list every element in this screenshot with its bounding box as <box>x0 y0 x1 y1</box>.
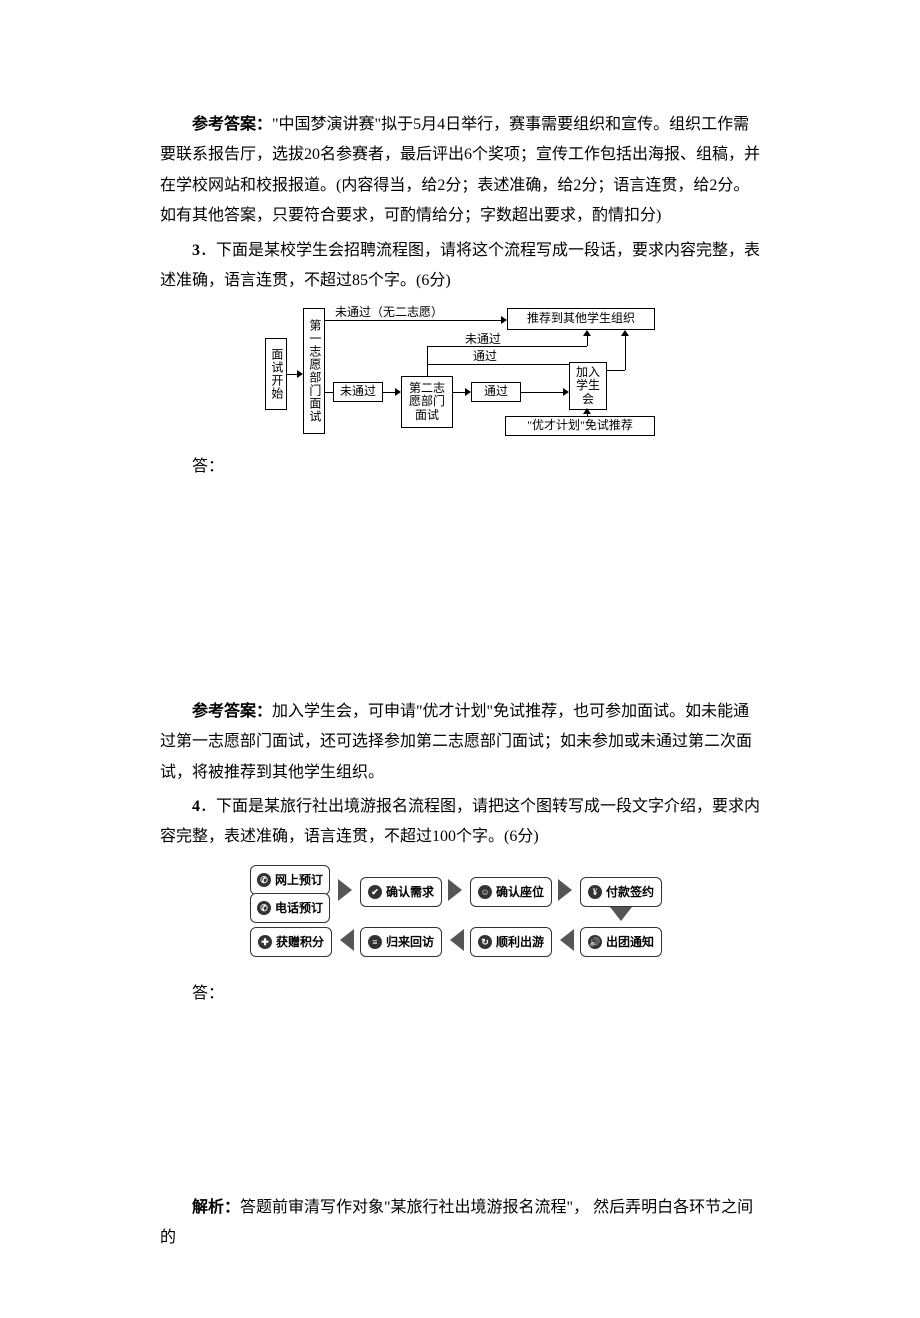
ref-answer-1: 参考答案："中国梦演讲赛"拟于5月4日举行，赛事需要组织和宣传。组织工作需要联系… <box>160 110 760 232</box>
fc1-pass2: 通过 <box>471 382 521 402</box>
fc2-s1b: 电话预订 <box>275 897 323 920</box>
ref-answer-2: 参考答案：加入学生会，可申请"优才计划"免试推荐，也可参加面试。如未能通过第一志… <box>160 697 760 788</box>
fc2-online-booking: ✆ 网上预订 <box>250 865 330 896</box>
fc2-s1a: 网上预订 <box>275 869 323 892</box>
fc2-s7: 归来回访 <box>386 931 434 954</box>
fc1-line <box>325 392 333 393</box>
fc2-s8: 获赠积分 <box>276 931 324 954</box>
explanation-text: 答题前审清写作对象"某旅行社出境游报名流程"， 然后弄明白各环节之间的 <box>160 1199 753 1246</box>
fc1-arrow <box>621 330 629 336</box>
fc1-not-pass: 未通过 <box>333 382 383 402</box>
fc1-recommend-other: 推荐到其他学生组织 <box>507 308 655 330</box>
answer-prompt-1: 答： <box>160 452 760 482</box>
question-3-text: ．下面是某校学生会招聘流程图，请将这个流程写成一段话，要求内容完整，表述准确，语… <box>160 242 760 289</box>
fc2-travel: ↻ 顺利出游 <box>470 927 552 958</box>
fc1-line <box>521 392 565 393</box>
list-icon: ≡ <box>368 935 382 949</box>
question-4-num: 4 <box>192 798 200 815</box>
question-4: 4．下面是某旅行社出境游报名流程图，请把这个图转写成一段文字介绍，要求内容完整，… <box>160 792 760 853</box>
plus-icon: ✚ <box>258 935 272 949</box>
answer-space-1 <box>160 487 760 697</box>
chevron-down-icon <box>610 907 632 921</box>
fc2-s6: 顺利出游 <box>496 931 544 954</box>
flowchart-2-wrap: ✆ 网上预订 ✆ 电话预订 ✔ 确认需求 ☺ 确认座位 ¥ 付款签约 🔊 出团通… <box>160 865 760 965</box>
fc1-line <box>427 346 587 347</box>
fc2-return-visit: ≡ 归来回访 <box>360 927 442 958</box>
chevron-left-icon <box>450 929 464 951</box>
fc2-pay-sign: ¥ 付款签约 <box>580 877 662 908</box>
explanation: 解析：答题前审清写作对象"某旅行社出境游报名流程"， 然后弄明白各环节之间的 <box>160 1193 760 1254</box>
fc2-s2: 确认需求 <box>386 881 434 904</box>
fc1-label-pass1: 通过 <box>473 350 497 364</box>
fc1-second-choice: 第二志愿部门面试 <box>401 376 453 428</box>
ref-answer-1-label: 参考答案： <box>192 116 272 133</box>
question-3-num: 3 <box>192 242 200 259</box>
refresh-icon: ↻ <box>478 935 492 949</box>
fc1-talent-plan: "优才计划"免试推荐 <box>505 416 655 436</box>
fc1-line <box>625 332 626 370</box>
chevron-right-icon <box>338 879 352 901</box>
fc2-s3: 确认座位 <box>496 881 544 904</box>
fc1-line <box>607 370 625 371</box>
smile-icon: ☺ <box>478 885 492 899</box>
chevron-left-icon <box>560 929 574 951</box>
fc2-phone-booking: ✆ 电话预订 <box>250 893 330 924</box>
question-4-text: ．下面是某旅行社出境游报名流程图，请把这个图转写成一段文字介绍，要求内容完整，表… <box>160 798 760 845</box>
explanation-label: 解析： <box>192 1199 240 1216</box>
fc2-confirm-need: ✔ 确认需求 <box>360 877 442 908</box>
fc1-line <box>427 364 585 365</box>
chevron-right-icon <box>448 879 462 901</box>
fc2-confirm-seat: ☺ 确认座位 <box>470 877 552 908</box>
flowchart-1-wrap: 面试开始 第一志愿部门面试 未通过（无二志愿） 推荐到其他学生组织 未通过 第二… <box>160 308 760 438</box>
fc1-arrow <box>583 330 591 336</box>
yen-icon: ¥ <box>588 885 602 899</box>
chevron-left-icon <box>340 929 354 951</box>
chevron-right-icon <box>558 879 572 901</box>
fc2-departure-notice: 🔊 出团通知 <box>580 927 662 958</box>
check-icon: ✔ <box>368 885 382 899</box>
question-3: 3．下面是某校学生会招聘流程图，请将这个流程写成一段话，要求内容完整，表述准确，… <box>160 236 760 297</box>
ref-answer-2-label: 参考答案： <box>192 703 272 720</box>
fc1-line <box>325 320 503 321</box>
fc1-label-fail2: 未通过 <box>465 333 501 347</box>
phone-icon: ✆ <box>257 873 271 887</box>
flowchart-1: 面试开始 第一志愿部门面试 未通过（无二志愿） 推荐到其他学生组织 未通过 第二… <box>265 308 655 438</box>
fc2-s5: 出团通知 <box>606 931 654 954</box>
fc1-start: 面试开始 <box>265 338 287 410</box>
fc2-points: ✚ 获赠积分 <box>250 927 332 958</box>
fc1-join: 加入学生会 <box>569 362 607 410</box>
phone-icon: ✆ <box>257 901 271 915</box>
sound-icon: 🔊 <box>588 935 602 949</box>
flowchart-2: ✆ 网上预订 ✆ 电话预订 ✔ 确认需求 ☺ 确认座位 ¥ 付款签约 🔊 出团通… <box>250 865 670 965</box>
answer-prompt-2: 答： <box>160 979 760 1009</box>
fc1-arrow <box>583 408 591 414</box>
fc1-label-top: 未通过（无二志愿） <box>335 306 443 320</box>
fc2-s4: 付款签约 <box>606 881 654 904</box>
fc1-first-choice: 第一志愿部门面试 <box>303 308 325 434</box>
answer-space-2 <box>160 1013 760 1193</box>
fc1-line <box>427 346 428 376</box>
